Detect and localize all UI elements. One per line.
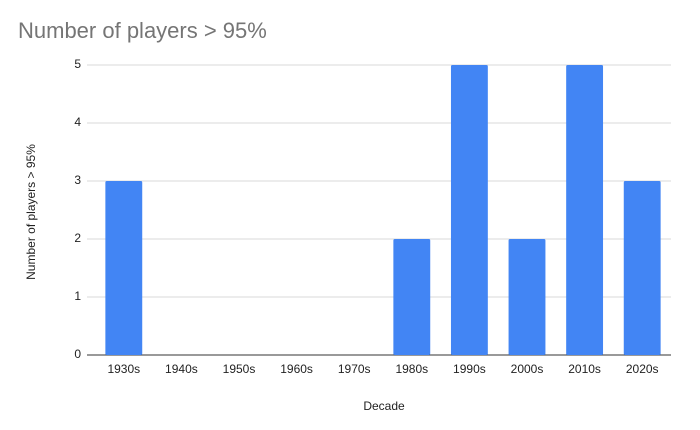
x-tick-label: 1930s (107, 362, 140, 376)
y-tick-label: 3 (74, 173, 81, 187)
x-tick-label: 1950s (223, 362, 256, 376)
chart-title: Number of players > 95% (18, 18, 267, 43)
bar (508, 239, 546, 355)
bar (393, 239, 431, 355)
bar (105, 181, 143, 355)
bar (566, 65, 604, 355)
x-tick-label: 2020s (626, 362, 659, 376)
y-tick-label: 5 (74, 57, 81, 71)
bar (450, 65, 488, 355)
y-tick-label: 0 (74, 347, 81, 361)
y-tick-label: 2 (74, 231, 81, 245)
y-tick-label: 4 (74, 115, 81, 129)
x-tick-label: 1980s (395, 362, 428, 376)
x-axis-label: Decade (363, 399, 405, 413)
x-tick-label: 1940s (165, 362, 198, 376)
x-tick-label: 1960s (280, 362, 313, 376)
x-tick-label: 1990s (453, 362, 486, 376)
x-tick-label: 2010s (568, 362, 601, 376)
y-tick-label: 1 (74, 289, 81, 303)
bar (623, 181, 661, 355)
x-tick-label: 1970s (338, 362, 371, 376)
x-tick-label: 2000s (511, 362, 544, 376)
y-axis-label: Number of players > 95% (24, 144, 38, 280)
